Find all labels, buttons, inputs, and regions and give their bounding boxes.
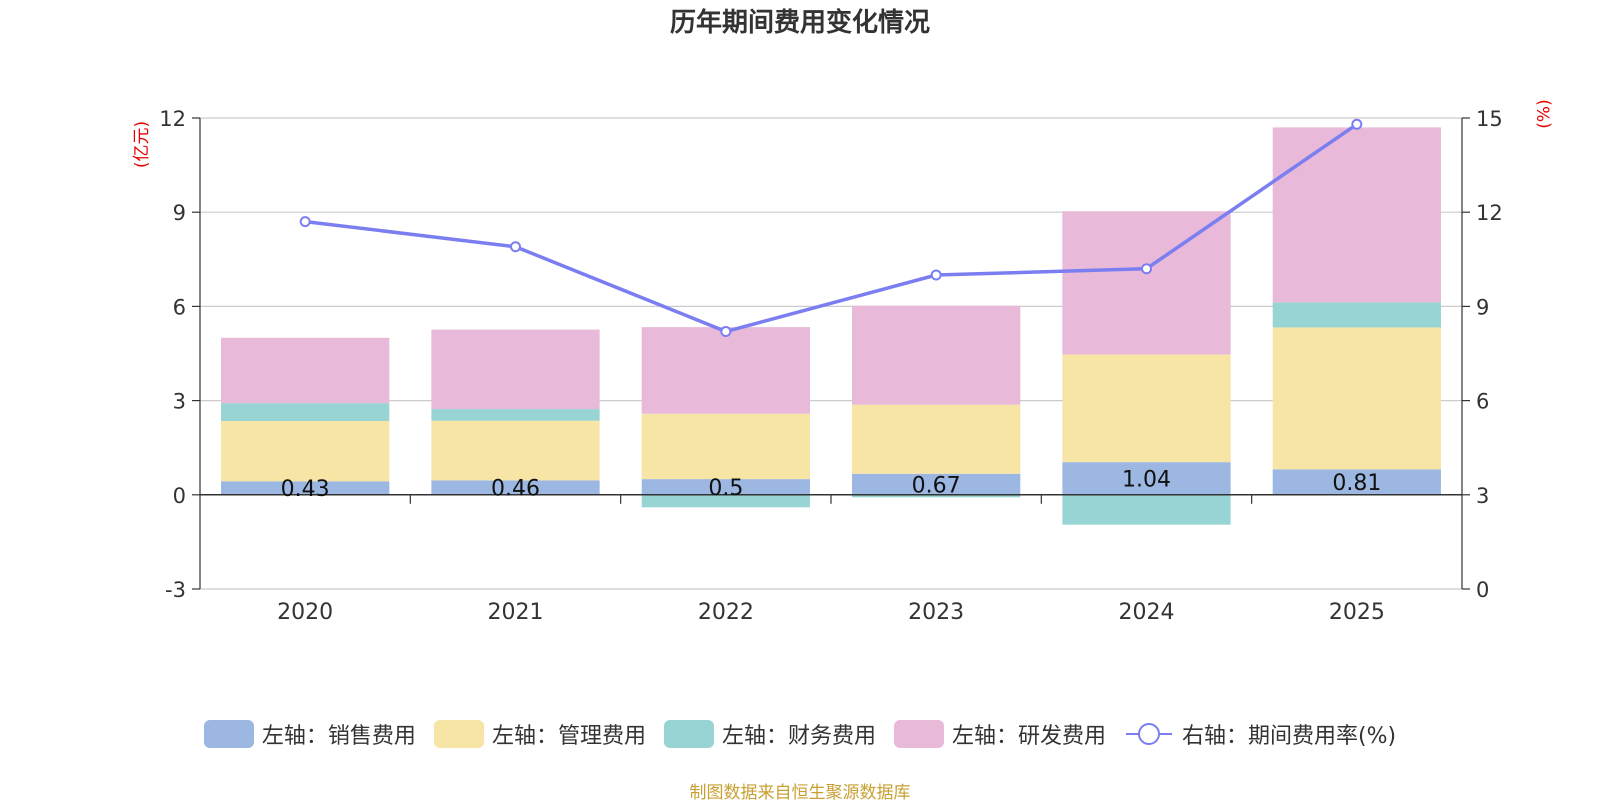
bar-finance-2021	[431, 409, 600, 421]
data-label-sales: 0.5	[708, 476, 743, 501]
left-axis-tick-label: 0	[173, 484, 186, 508]
bar-rnd-2020	[221, 337, 390, 404]
bar-rnd-2022	[641, 327, 810, 414]
bar-sales-2020	[221, 481, 390, 495]
data-label-sales: 0.67	[912, 473, 961, 498]
bar-finance-2022	[641, 494, 810, 508]
left-axis-tick-label: 6	[173, 295, 186, 319]
data-label-sales: 0.46	[491, 477, 540, 502]
bar-finance-2025	[1272, 302, 1441, 328]
right-axis-tick-label: 12	[1476, 201, 1503, 225]
right-axis-tick-label: 6	[1476, 390, 1489, 414]
x-axis-label: 2023	[908, 600, 964, 625]
legend-label-finance: 左轴：财务费用	[721, 724, 876, 749]
legend-item-sales[interactable]: 左轴：销售费用	[203, 718, 416, 750]
bar-rnd-2023	[852, 305, 1021, 405]
bar-sales-2022	[641, 479, 810, 495]
legend-item-rnd[interactable]: 左轴：研发费用	[893, 718, 1106, 750]
legend: 左轴：销售费用 左轴：管理费用 左轴：财务费用 左轴：研发费用 右轴：期间费用率…	[0, 718, 1600, 750]
legend-item-finance[interactable]: 左轴：财务费用	[663, 718, 876, 750]
legend-label-sales: 左轴：销售费用	[261, 724, 416, 749]
legend-swatch-finance	[663, 720, 714, 748]
left-axis-tick-label: 3	[173, 390, 186, 414]
right-axis-tick-label: 0	[1476, 578, 1489, 602]
data-label-sales: 1.04	[1122, 467, 1171, 492]
left-axis-tick-label: -3	[165, 578, 186, 602]
legend-swatch-rnd	[893, 720, 944, 748]
legend-label-admin: 左轴：管理费用	[491, 724, 646, 749]
legend-swatch-admin	[433, 720, 484, 748]
expense-rate-point-2020	[299, 216, 311, 228]
expense-rate-point-2021	[510, 241, 521, 253]
bar-admin-2023	[852, 404, 1021, 474]
bar-admin-2021	[431, 420, 600, 481]
legend-item-expense-rate[interactable]: 右轴：期间费用率(%)	[1124, 718, 1396, 750]
x-axis-label: 2020	[277, 600, 333, 625]
legend-swatch-sales	[203, 720, 254, 748]
legend-label-rnd: 左轴：研发费用	[951, 724, 1106, 749]
bar-sales-2023	[852, 473, 1021, 495]
left-axis-tick-label: 9	[173, 201, 186, 225]
bar-rnd-2024	[1062, 211, 1231, 355]
data-label-sales: 0.81	[1332, 471, 1381, 496]
data-source-note: 制图数据来自恒生聚源数据库	[689, 783, 911, 803]
right-axis-tick-label: 3	[1476, 484, 1489, 508]
bar-admin-2022	[641, 413, 810, 480]
bar-admin-2024	[1062, 354, 1231, 463]
x-axis-label: 2025	[1329, 600, 1385, 625]
bar-sales-2024	[1062, 462, 1231, 495]
bar-finance-2024	[1062, 494, 1231, 525]
left-axis-tick-label: 12	[159, 107, 186, 131]
expense-rate-line	[304, 122, 1358, 334]
x-axis-label: 2022	[698, 600, 754, 625]
bar-admin-2025	[1272, 327, 1441, 470]
right-axis-tick-label: 9	[1476, 295, 1489, 319]
expense-rate-point-2024	[1141, 263, 1152, 275]
legend-line-marker-icon	[1125, 723, 1172, 745]
right-axis-tick-label: 15	[1476, 107, 1503, 131]
legend-item-admin[interactable]: 左轴：管理费用	[433, 718, 646, 750]
bar-sales-2025	[1272, 469, 1441, 495]
expense-rate-point-2022	[720, 326, 732, 338]
data-label-sales: 0.43	[281, 477, 330, 502]
bar-sales-2021	[431, 480, 600, 495]
bar-rnd-2021	[431, 329, 600, 410]
bar-rnd-2025	[1272, 127, 1441, 303]
legend-label-expense-rate: 右轴：期间费用率(%)	[1181, 724, 1397, 749]
expense-rate-point-2023	[930, 269, 942, 281]
expense-rate-point-2025	[1351, 118, 1363, 130]
bar-finance-2023	[852, 494, 1021, 498]
x-axis-label: 2024	[1119, 600, 1175, 625]
bar-admin-2020	[221, 421, 390, 482]
x-axis-label: 2021	[488, 600, 544, 625]
chart-title: 历年期间费用变化情况	[669, 8, 930, 38]
bar-finance-2020	[221, 403, 390, 422]
